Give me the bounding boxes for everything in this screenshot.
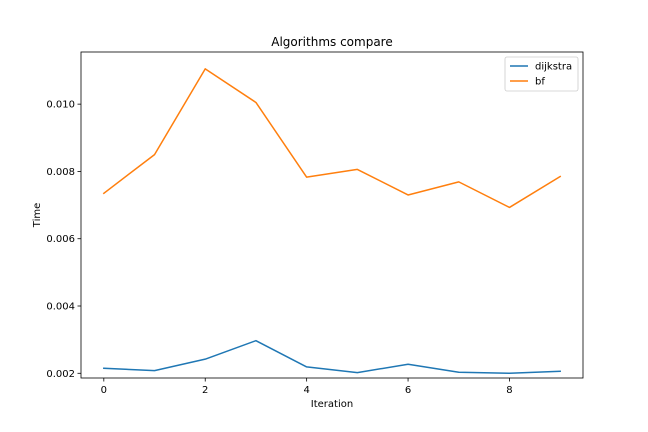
plot-area [80,51,584,379]
x-tick-label: 2 [202,385,208,396]
series-line-bf [102,68,562,209]
x-axis-label: Iteration [311,399,353,410]
series-layer [102,68,562,375]
x-tick-label: 6 [405,385,411,396]
y-tick-label: 0.010 [46,100,75,111]
y-tick-label: 0.008 [46,167,75,178]
chart-title: Algorithms compare [271,35,393,49]
y-tick-label: 0.004 [46,302,75,313]
x-axis-ticks: 0 2 4 6 8 [101,378,513,396]
x-tick-label: 0 [101,385,107,396]
y-axis-ticks: 0.002 0.004 0.006 0.008 0.010 [46,100,81,380]
y-axis-label: Time [32,203,43,228]
x-tick-label: 4 [303,385,309,396]
series-line-dijkstra [103,339,561,375]
x-tick-label: 8 [506,385,512,396]
legend-label-dijkstra: dijkstra [535,62,572,73]
y-tick-label: 0.006 [46,234,75,245]
plot-frame [80,51,584,379]
legend: dijkstra bf [504,56,579,92]
legend-label-bf: bf [535,77,545,88]
y-tick-label: 0.002 [46,369,75,380]
